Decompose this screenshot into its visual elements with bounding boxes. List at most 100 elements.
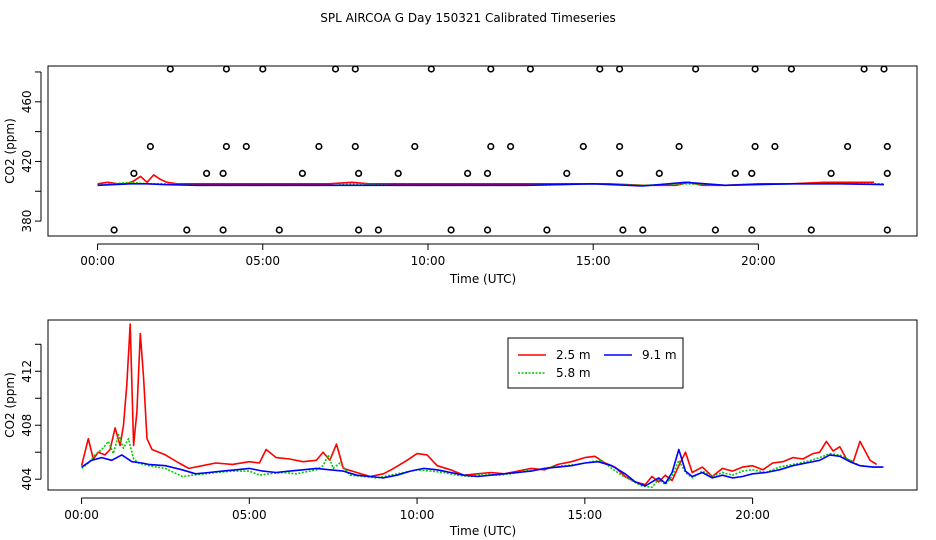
flag-point <box>563 169 571 177</box>
flag-point <box>787 65 796 73</box>
legend-label-2.5m: 2.5 m <box>556 348 591 362</box>
flag-point <box>298 169 307 177</box>
flag-point <box>487 142 495 151</box>
bottom-y-tick-label: 408 <box>20 414 34 437</box>
flag-point <box>355 226 363 234</box>
flag-point <box>487 65 495 73</box>
legend-label-5.8m: 5.8 m <box>556 366 591 380</box>
flag-point <box>543 226 551 234</box>
flag-point <box>883 226 891 234</box>
legend-box <box>507 337 684 389</box>
bottom-series-5.8m <box>81 433 884 489</box>
top-series-9.1m <box>97 181 885 187</box>
legend: 2.5 m 5.8 m 9.1 m <box>507 337 684 389</box>
flag-point <box>351 65 359 73</box>
bottom-series-9.1m <box>81 448 884 487</box>
bottom-y-tick-label: 404 <box>20 468 34 491</box>
flag-point <box>615 142 624 151</box>
flag-point <box>619 226 627 234</box>
bottom-x-axis: 00:00 05:00 10:00 15:00 20:00 <box>64 497 770 522</box>
figure-title: SPL AIRCOA G Day 150321 Calibrated Times… <box>320 11 615 25</box>
top-y-tick-label: 420 <box>20 150 34 173</box>
flag-point <box>731 169 739 177</box>
flag-point <box>526 65 535 73</box>
bottom-y-label: CO2 (ppm) <box>3 372 17 438</box>
top-y-tick-label: 460 <box>20 90 34 113</box>
bottom-x-tick-label: 10:00 <box>400 508 435 522</box>
bottom-plot-frame <box>47 319 918 491</box>
bottom-x-label: Time (UTC) <box>449 524 516 538</box>
top-y-label: CO2 (ppm) <box>3 118 17 184</box>
top-y-axis: 380 420 460 <box>20 71 42 233</box>
flag-point <box>807 226 815 234</box>
flag-point <box>464 169 472 177</box>
flag-point <box>259 65 267 73</box>
flag-point <box>355 169 363 177</box>
flag-point <box>880 65 888 73</box>
top-x-tick-label: 10:00 <box>411 254 446 268</box>
top-x-tick-label: 00:00 <box>80 254 115 268</box>
flag-point <box>748 169 756 177</box>
flag-point <box>691 65 700 73</box>
legend-label-9.1m: 9.1 m <box>642 348 677 362</box>
top-x-axis: 00:00 05:00 10:00 15:00 20:00 <box>80 243 776 268</box>
flag-point <box>219 169 227 177</box>
flag-point <box>615 169 624 177</box>
flag-point <box>130 169 138 177</box>
flag-point <box>146 142 154 151</box>
top-flag-points <box>110 65 891 234</box>
flag-point <box>275 226 283 234</box>
flag-point <box>483 226 492 234</box>
flag-point <box>827 169 835 177</box>
flag-point <box>615 65 624 73</box>
bottom-x-tick-label: 00:00 <box>64 508 99 522</box>
top-x-tick-label: 15:00 <box>576 254 611 268</box>
flag-point <box>675 142 683 151</box>
bottom-series <box>80 323 884 489</box>
flag-point <box>748 226 756 234</box>
flag-point <box>711 226 720 234</box>
flag-point <box>751 142 759 151</box>
flag-point <box>374 226 383 234</box>
top-series <box>97 174 885 187</box>
flag-point <box>860 65 868 73</box>
flag-point <box>222 142 230 151</box>
flag-point <box>447 226 455 234</box>
bottom-x-tick-label: 05:00 <box>232 508 267 522</box>
flag-point <box>639 226 647 234</box>
bottom-y-tick-label: 412 <box>20 360 34 383</box>
flag-point <box>315 142 323 151</box>
flag-point <box>507 142 515 151</box>
top-plot-frame <box>47 65 918 237</box>
bottom-panel: 00:00 05:00 10:00 15:00 20:00 404 408 412 Time… <box>3 319 918 538</box>
flag-point <box>110 226 118 234</box>
flag-point <box>751 65 759 73</box>
flag-point <box>883 142 891 151</box>
flag-point <box>351 142 359 151</box>
flag-point <box>596 65 604 73</box>
flag-point <box>242 142 250 151</box>
flag-point <box>219 226 227 234</box>
flag-point <box>883 169 891 177</box>
flag-point <box>183 226 191 234</box>
flag-point <box>483 169 492 177</box>
flag-point <box>222 65 230 73</box>
flag-point <box>411 142 419 151</box>
bottom-series-2.5m <box>80 323 878 486</box>
bottom-y-axis: 404 408 412 <box>20 343 42 491</box>
flag-point <box>579 142 587 151</box>
top-panel: 00:00 05:00 10:00 15:00 20:00 380 420 460 Time… <box>3 65 918 286</box>
top-x-tick-label: 05:00 <box>245 254 280 268</box>
flag-point <box>394 169 402 177</box>
flag-point <box>771 142 779 151</box>
bottom-x-tick-label: 15:00 <box>568 508 603 522</box>
flag-point <box>843 142 852 151</box>
flag-point <box>655 169 663 177</box>
flag-point <box>427 65 435 73</box>
top-y-tick-label: 380 <box>20 210 34 233</box>
flag-point <box>166 65 174 73</box>
flag-point <box>203 169 211 177</box>
top-x-label: Time (UTC) <box>449 272 516 286</box>
flag-point <box>331 65 340 73</box>
